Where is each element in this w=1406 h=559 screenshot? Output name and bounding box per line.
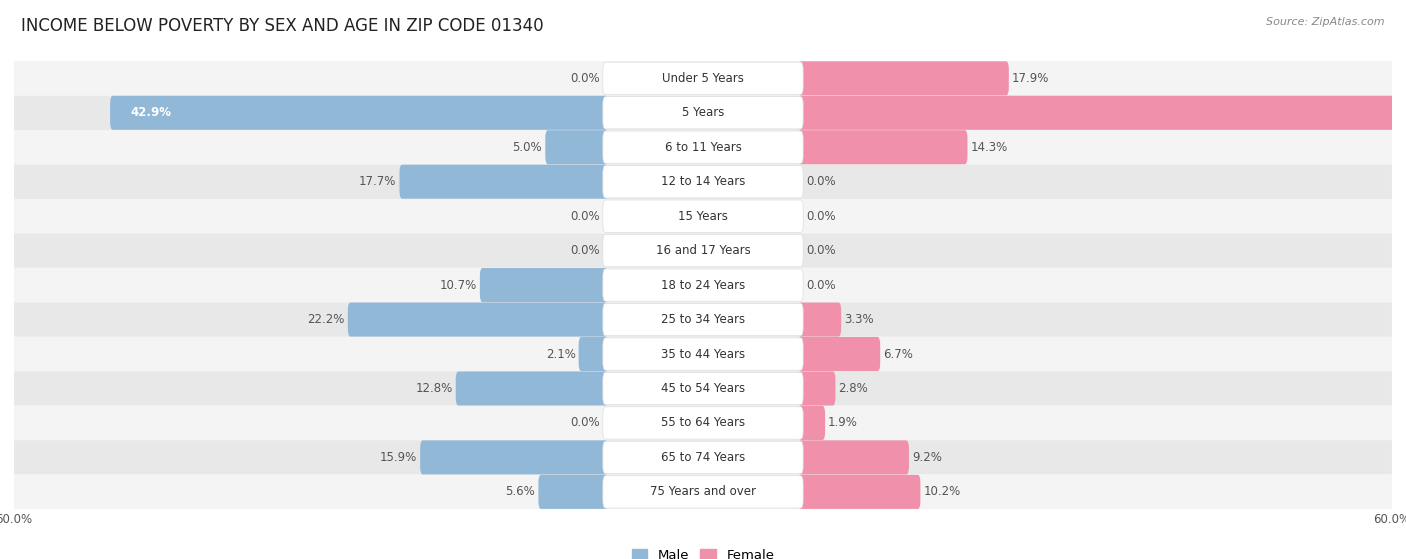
FancyBboxPatch shape — [603, 269, 803, 301]
Text: 6.7%: 6.7% — [883, 348, 912, 361]
FancyBboxPatch shape — [538, 475, 607, 509]
FancyBboxPatch shape — [799, 475, 921, 509]
FancyBboxPatch shape — [479, 268, 607, 302]
FancyBboxPatch shape — [14, 337, 1392, 371]
FancyBboxPatch shape — [14, 96, 1392, 130]
Text: 0.0%: 0.0% — [807, 210, 837, 222]
FancyBboxPatch shape — [603, 131, 803, 163]
Text: 55 to 64 Years: 55 to 64 Years — [661, 416, 745, 429]
Text: 5 Years: 5 Years — [682, 106, 724, 119]
Text: 14.3%: 14.3% — [970, 141, 1008, 154]
Text: 12.8%: 12.8% — [415, 382, 453, 395]
Text: 2.8%: 2.8% — [838, 382, 869, 395]
Text: 5.0%: 5.0% — [513, 141, 543, 154]
Text: 35 to 44 Years: 35 to 44 Years — [661, 348, 745, 361]
Text: 75 Years and over: 75 Years and over — [650, 485, 756, 499]
Text: 1.9%: 1.9% — [828, 416, 858, 429]
Text: 16 and 17 Years: 16 and 17 Years — [655, 244, 751, 257]
Text: 17.7%: 17.7% — [359, 175, 396, 188]
Text: 60.0%: 60.0% — [1374, 513, 1406, 525]
FancyBboxPatch shape — [399, 165, 607, 198]
Text: 0.0%: 0.0% — [807, 175, 837, 188]
Text: 2.1%: 2.1% — [546, 348, 575, 361]
FancyBboxPatch shape — [799, 61, 1010, 96]
FancyBboxPatch shape — [603, 200, 803, 233]
Text: 65 to 74 Years: 65 to 74 Years — [661, 451, 745, 464]
FancyBboxPatch shape — [799, 372, 835, 405]
Text: 10.7%: 10.7% — [440, 278, 477, 292]
FancyBboxPatch shape — [14, 371, 1392, 406]
FancyBboxPatch shape — [420, 440, 607, 475]
FancyBboxPatch shape — [603, 441, 803, 473]
FancyBboxPatch shape — [14, 268, 1392, 302]
FancyBboxPatch shape — [603, 234, 803, 267]
FancyBboxPatch shape — [14, 61, 1392, 96]
FancyBboxPatch shape — [603, 372, 803, 405]
FancyBboxPatch shape — [799, 96, 1406, 130]
Text: 0.0%: 0.0% — [569, 416, 599, 429]
FancyBboxPatch shape — [546, 130, 607, 164]
FancyBboxPatch shape — [603, 304, 803, 336]
FancyBboxPatch shape — [14, 130, 1392, 164]
Text: 10.2%: 10.2% — [924, 485, 960, 499]
FancyBboxPatch shape — [347, 302, 607, 337]
FancyBboxPatch shape — [799, 130, 967, 164]
Text: Source: ZipAtlas.com: Source: ZipAtlas.com — [1267, 17, 1385, 27]
Text: 0.0%: 0.0% — [569, 72, 599, 85]
FancyBboxPatch shape — [603, 476, 803, 508]
FancyBboxPatch shape — [799, 302, 841, 337]
FancyBboxPatch shape — [14, 440, 1392, 475]
Text: 5.6%: 5.6% — [506, 485, 536, 499]
Text: 6 to 11 Years: 6 to 11 Years — [665, 141, 741, 154]
Text: 0.0%: 0.0% — [569, 244, 599, 257]
FancyBboxPatch shape — [110, 96, 607, 130]
Text: 3.3%: 3.3% — [844, 313, 875, 326]
FancyBboxPatch shape — [14, 406, 1392, 440]
FancyBboxPatch shape — [14, 234, 1392, 268]
Text: 15 Years: 15 Years — [678, 210, 728, 222]
FancyBboxPatch shape — [603, 338, 803, 370]
Text: 0.0%: 0.0% — [807, 278, 837, 292]
Text: INCOME BELOW POVERTY BY SEX AND AGE IN ZIP CODE 01340: INCOME BELOW POVERTY BY SEX AND AGE IN Z… — [21, 17, 544, 35]
Text: 12 to 14 Years: 12 to 14 Years — [661, 175, 745, 188]
Text: 25 to 34 Years: 25 to 34 Years — [661, 313, 745, 326]
Text: Under 5 Years: Under 5 Years — [662, 72, 744, 85]
Text: 42.9%: 42.9% — [129, 106, 172, 119]
FancyBboxPatch shape — [603, 97, 803, 129]
FancyBboxPatch shape — [14, 199, 1392, 234]
FancyBboxPatch shape — [799, 337, 880, 371]
FancyBboxPatch shape — [603, 165, 803, 198]
Text: 45 to 54 Years: 45 to 54 Years — [661, 382, 745, 395]
FancyBboxPatch shape — [456, 372, 607, 405]
FancyBboxPatch shape — [14, 302, 1392, 337]
FancyBboxPatch shape — [14, 164, 1392, 199]
FancyBboxPatch shape — [14, 475, 1392, 509]
FancyBboxPatch shape — [799, 440, 908, 475]
Text: 17.9%: 17.9% — [1012, 72, 1049, 85]
FancyBboxPatch shape — [579, 337, 607, 371]
Text: 0.0%: 0.0% — [807, 244, 837, 257]
Text: 15.9%: 15.9% — [380, 451, 418, 464]
Legend: Male, Female: Male, Female — [626, 544, 780, 559]
Text: 60.0%: 60.0% — [0, 513, 32, 525]
Text: 18 to 24 Years: 18 to 24 Years — [661, 278, 745, 292]
Text: 9.2%: 9.2% — [912, 451, 942, 464]
Text: 22.2%: 22.2% — [308, 313, 344, 326]
Text: 0.0%: 0.0% — [569, 210, 599, 222]
FancyBboxPatch shape — [799, 406, 825, 440]
FancyBboxPatch shape — [603, 407, 803, 439]
FancyBboxPatch shape — [603, 62, 803, 94]
